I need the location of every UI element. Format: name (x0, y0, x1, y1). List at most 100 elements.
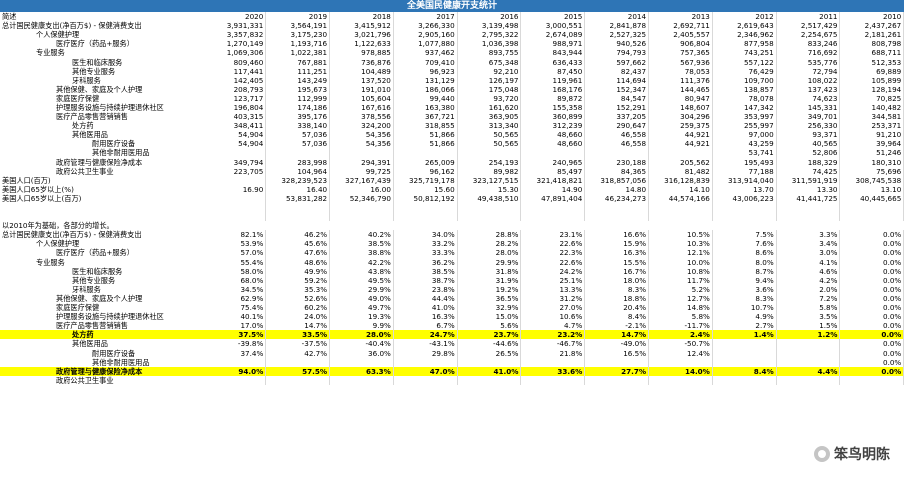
row-label-cell[interactable]: 处方药 (72, 121, 94, 131)
value-cell[interactable]: 104,964 (265, 166, 331, 176)
value-cell[interactable]: 736,876 (329, 57, 394, 67)
row-label-cell[interactable]: 美国人口65岁以上(百万) (2, 193, 82, 203)
value-cell[interactable]: 62.9% (202, 293, 267, 303)
value-cell[interactable]: 99,725 (329, 166, 394, 176)
row-label-cell[interactable]: 处方药 (0, 330, 202, 340)
value-cell[interactable]: 175,048 (457, 84, 522, 94)
value-cell[interactable]: 254,193 (457, 157, 522, 167)
value-cell[interactable]: 145,331 (776, 102, 841, 113)
row-label-cell[interactable]: 美国人口65岁以上(%) (2, 184, 74, 194)
value-cell[interactable]: 57,036 (265, 130, 331, 140)
value-cell[interactable]: 60.2% (265, 303, 331, 313)
value-cell[interactable]: 93,720 (457, 93, 522, 103)
row-label-cell[interactable]: 耐用医疗设备 (92, 348, 136, 358)
value-cell[interactable]: 23.7% (457, 330, 522, 340)
value-cell[interactable]: 328,239,523 (265, 175, 331, 185)
value-cell[interactable]: 988,971 (520, 39, 586, 49)
value-cell[interactable]: 535,776 (776, 57, 841, 67)
header-year-cell[interactable]: 2020 (202, 12, 267, 22)
value-cell[interactable]: 51,866 (393, 139, 458, 149)
value-cell[interactable]: 1,270,149 (202, 39, 267, 49)
value-cell[interactable]: 3.3% (776, 230, 841, 240)
value-cell[interactable]: 34.5% (202, 284, 267, 294)
value-cell[interactable]: 137,423 (776, 84, 841, 94)
value-cell[interactable]: 403,315 (202, 112, 267, 122)
value-cell[interactable]: 23.1% (520, 230, 586, 240)
value-cell[interactable]: 97,000 (712, 130, 777, 140)
value-cell[interactable]: 49.7% (329, 303, 394, 313)
value-cell[interactable] (202, 175, 267, 185)
value-cell[interactable]: 9.9% (329, 321, 394, 331)
value-cell[interactable]: 3,415,912 (329, 21, 394, 31)
value-cell[interactable]: 324,200 (329, 121, 394, 131)
value-cell[interactable]: 191,010 (329, 84, 394, 94)
value-cell[interactable] (202, 193, 267, 203)
value-cell[interactable]: 17.0% (202, 321, 267, 331)
value-cell[interactable]: -43.1% (393, 339, 458, 349)
value-cell[interactable]: 2,674,089 (520, 30, 586, 40)
value-cell[interactable] (712, 339, 777, 349)
value-cell[interactable]: 35.3% (265, 284, 331, 294)
value-cell[interactable]: 2,405,557 (648, 30, 713, 40)
value-cell[interactable]: 2,346,962 (712, 30, 777, 40)
value-cell[interactable]: 3.0% (776, 248, 841, 258)
value-cell[interactable]: 40.2% (329, 230, 394, 240)
value-cell[interactable] (584, 375, 650, 385)
value-cell[interactable]: 16.90 (202, 184, 267, 194)
value-cell[interactable]: 40,565 (776, 139, 841, 149)
value-cell[interactable]: 5.8% (648, 312, 713, 322)
value-cell[interactable] (393, 375, 458, 385)
value-cell[interactable] (712, 357, 777, 367)
row-label-cell[interactable]: 医疗产品零售营销销售 (56, 321, 128, 331)
empty-cell[interactable] (839, 202, 904, 213)
value-cell[interactable] (776, 348, 841, 358)
value-cell[interactable]: 49.9% (265, 266, 331, 276)
value-cell[interactable]: 313,340 (457, 121, 522, 131)
value-cell[interactable]: 174,186 (265, 102, 331, 113)
value-cell[interactable]: 230,188 (584, 157, 650, 167)
value-cell[interactable] (520, 148, 586, 158)
value-cell[interactable] (776, 375, 841, 385)
value-cell[interactable]: 152,291 (584, 102, 650, 113)
value-cell[interactable]: 1,193,716 (265, 39, 331, 49)
value-cell[interactable]: 0.0% (839, 284, 904, 294)
value-cell[interactable]: 37.4% (202, 348, 267, 358)
value-cell[interactable]: 1,022,381 (265, 48, 331, 58)
value-cell[interactable]: 0.0% (839, 257, 904, 267)
value-cell[interactable] (584, 357, 650, 367)
value-cell[interactable]: 2,254,675 (776, 30, 841, 40)
value-cell[interactable]: 567,936 (648, 57, 713, 67)
value-cell[interactable]: 195,493 (712, 157, 777, 167)
value-cell[interactable] (712, 375, 777, 385)
value-cell[interactable]: 240,965 (520, 157, 586, 167)
value-cell[interactable]: 318,855 (393, 121, 458, 131)
value-cell[interactable]: 290,647 (584, 121, 650, 131)
value-cell[interactable]: 142,405 (202, 75, 267, 85)
value-cell[interactable]: 81,482 (648, 166, 713, 176)
value-cell[interactable]: 809,460 (202, 57, 267, 67)
value-cell[interactable]: 55.4% (202, 257, 267, 267)
value-cell[interactable]: 349,701 (776, 112, 841, 122)
value-cell[interactable]: 348,411 (202, 121, 267, 131)
value-cell[interactable]: 338,140 (265, 121, 331, 131)
value-cell[interactable]: 4.6% (776, 266, 841, 276)
value-cell[interactable]: 74,425 (776, 166, 841, 176)
value-cell[interactable]: 111,376 (648, 75, 713, 85)
value-cell[interactable]: 25.1% (520, 275, 586, 285)
value-cell[interactable]: 16.40 (265, 184, 331, 194)
value-cell[interactable]: 11.7% (648, 275, 713, 285)
value-cell[interactable]: 353,997 (712, 112, 777, 122)
value-cell[interactable]: 6.7% (393, 321, 458, 331)
value-cell[interactable]: 89,872 (520, 93, 586, 103)
value-cell[interactable]: 138,857 (712, 84, 777, 94)
value-cell[interactable]: 4.2% (776, 275, 841, 285)
value-cell[interactable]: 19.3% (329, 312, 394, 322)
value-cell[interactable]: 2,692,711 (648, 21, 713, 31)
value-cell[interactable]: 168,176 (520, 84, 586, 94)
value-cell[interactable]: 0.0% (839, 275, 904, 285)
empty-cell[interactable] (457, 202, 522, 213)
value-cell[interactable]: 3,021,796 (329, 30, 394, 40)
value-cell[interactable]: 325,719,178 (393, 175, 458, 185)
value-cell[interactable] (329, 148, 394, 158)
value-cell[interactable]: 0.0% (839, 366, 904, 376)
